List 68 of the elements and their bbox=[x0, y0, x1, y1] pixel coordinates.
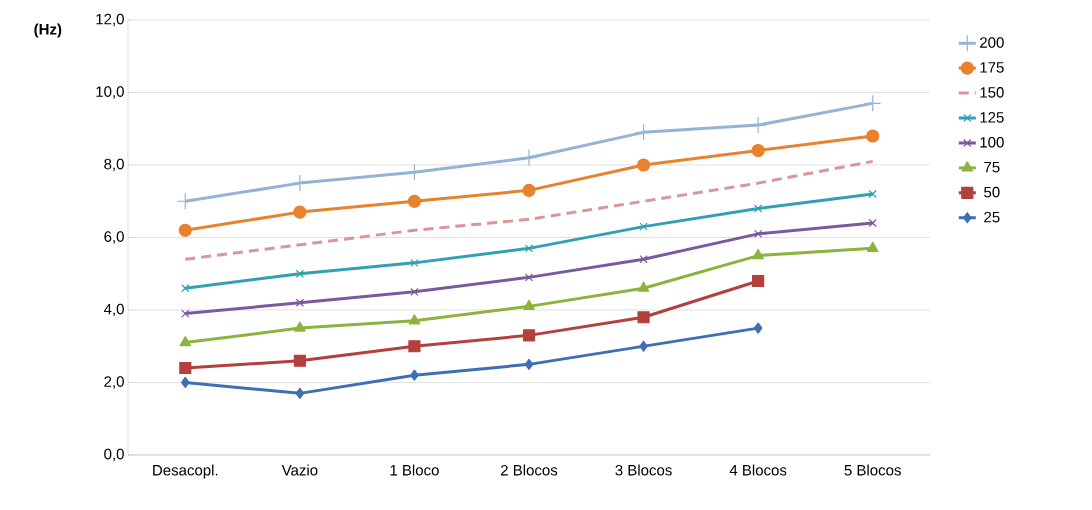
point bbox=[295, 298, 304, 307]
point bbox=[866, 129, 880, 143]
point bbox=[179, 361, 192, 375]
y-tick-label: 8,0 bbox=[104, 158, 124, 172]
y-axis-title: (Hz) bbox=[34, 23, 62, 38]
point bbox=[176, 192, 194, 210]
point bbox=[524, 273, 534, 282]
point bbox=[295, 269, 304, 278]
legend-label: 50 bbox=[984, 186, 1000, 198]
point bbox=[752, 249, 764, 260]
point bbox=[636, 158, 651, 172]
point bbox=[868, 218, 877, 228]
point bbox=[522, 183, 536, 197]
point bbox=[639, 255, 648, 264]
legend-label: 200 bbox=[980, 37, 1004, 48]
point bbox=[523, 299, 535, 310]
point bbox=[291, 174, 309, 192]
x-tick-label: 5 Blocos bbox=[844, 464, 901, 476]
y-tick-label: 0,0 bbox=[104, 448, 124, 462]
point bbox=[293, 205, 307, 219]
x-tick-label: 3 Blocos bbox=[615, 464, 672, 476]
legend-label: 175 bbox=[980, 62, 1004, 73]
x-tick-label: 4 Blocos bbox=[729, 464, 787, 476]
y-tick-label: 12,0 bbox=[96, 13, 124, 27]
y-tick-label: 4,0 bbox=[103, 303, 124, 317]
legend-label: 125 bbox=[980, 112, 1004, 123]
point bbox=[178, 223, 192, 237]
legend-label: 100 bbox=[980, 137, 1004, 148]
point bbox=[639, 340, 648, 352]
y-tick-label: 6,0 bbox=[104, 231, 124, 244]
point bbox=[752, 274, 765, 288]
point bbox=[524, 244, 534, 253]
x-tick-label: 1 Bloco bbox=[390, 464, 439, 476]
legend-label: 150 bbox=[980, 87, 1004, 98]
y-tick-label: 10,0 bbox=[96, 86, 124, 99]
point bbox=[294, 321, 306, 332]
x-tick-label: Vazio bbox=[281, 464, 318, 476]
point bbox=[407, 194, 422, 208]
point bbox=[410, 369, 419, 381]
point bbox=[408, 340, 421, 353]
point bbox=[864, 94, 882, 112]
point bbox=[751, 143, 765, 158]
legend-label: 75 bbox=[984, 161, 1000, 173]
x-tick-label: 2 Blocos bbox=[500, 464, 558, 476]
point bbox=[753, 322, 763, 334]
y-tick-label: 2,0 bbox=[104, 376, 124, 389]
point bbox=[181, 309, 190, 318]
point bbox=[181, 284, 190, 293]
point bbox=[410, 258, 419, 267]
point bbox=[520, 149, 538, 167]
point bbox=[405, 163, 424, 181]
point bbox=[410, 287, 419, 296]
point bbox=[868, 189, 877, 199]
point bbox=[639, 222, 648, 231]
point bbox=[866, 241, 879, 252]
x-tick-label: Desacopl. bbox=[153, 464, 218, 479]
point bbox=[295, 387, 305, 399]
point bbox=[637, 281, 650, 292]
point bbox=[293, 354, 306, 367]
point bbox=[754, 204, 763, 213]
point bbox=[179, 336, 192, 347]
point bbox=[754, 229, 763, 238]
point bbox=[522, 329, 536, 342]
point bbox=[180, 376, 190, 389]
legend-label: 25 bbox=[984, 211, 1000, 223]
point bbox=[408, 314, 421, 325]
point bbox=[524, 358, 534, 370]
point bbox=[637, 311, 650, 324]
